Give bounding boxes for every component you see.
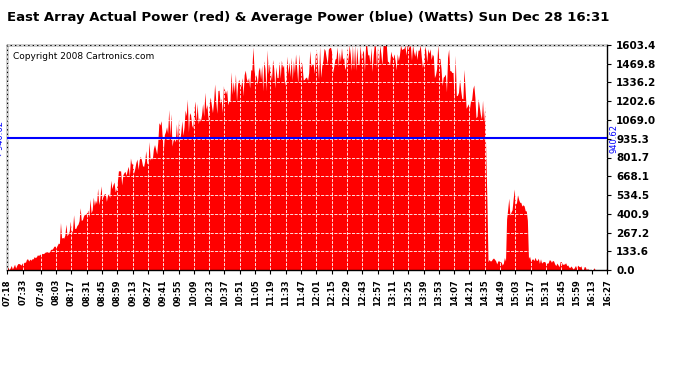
Text: East Array Actual Power (red) & Average Power (blue) (Watts) Sun Dec 28 16:31: East Array Actual Power (red) & Average … [7,11,609,24]
Text: 940.62: 940.62 [609,123,618,153]
Text: ←940.62: ←940.62 [0,120,5,156]
Text: Copyright 2008 Cartronics.com: Copyright 2008 Cartronics.com [13,52,154,61]
